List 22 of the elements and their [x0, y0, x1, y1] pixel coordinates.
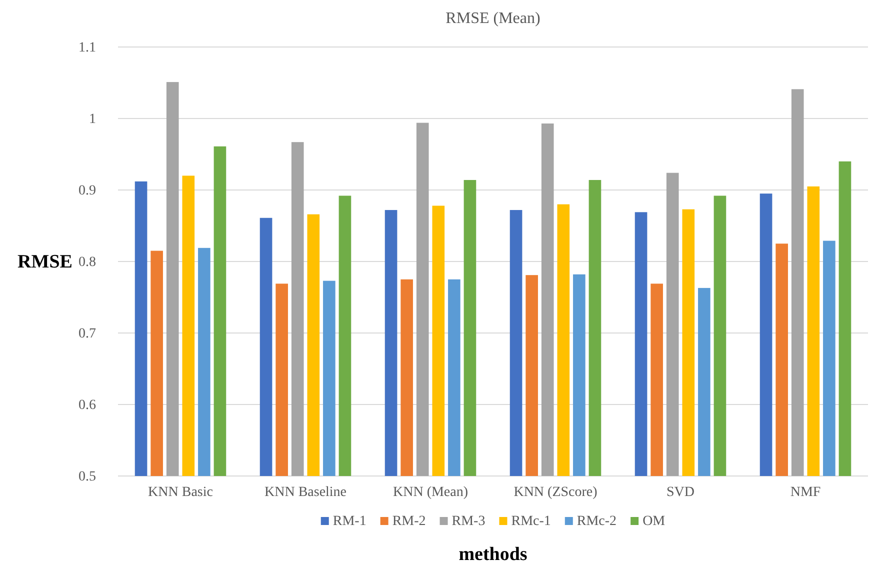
- x-tick-label: KNN Baseline: [264, 484, 347, 500]
- chart-title: RMSE (Mean): [446, 10, 540, 27]
- legend-label: RM-3: [452, 514, 486, 529]
- x-tick-label: SVD: [666, 484, 695, 500]
- legend-label: RM-1: [332, 514, 366, 529]
- x-tick-label: KNN (ZScore): [514, 484, 598, 500]
- x-axis-title: methods: [458, 544, 528, 565]
- y-tick-label: 0.7: [78, 326, 96, 342]
- y-tick-label: 0.6: [78, 398, 96, 413]
- y-axis-title: RMSE: [18, 252, 72, 272]
- legend-label: RMc-1: [511, 514, 551, 529]
- x-tick-label: KNN (Mean): [392, 484, 468, 500]
- legend-label: RMc-2: [576, 514, 617, 529]
- y-tick-label: 0.8: [78, 254, 96, 270]
- y-tick-label: 0.5: [78, 469, 96, 484]
- y-tick-label: 1.1: [78, 40, 96, 56]
- legend-label: OM: [642, 514, 666, 529]
- x-tick-label: NMF: [790, 484, 821, 500]
- x-tick-label: KNN Basic: [148, 484, 213, 500]
- y-tick-label: 0.9: [78, 183, 96, 198]
- legend-label: RM-2: [392, 514, 426, 529]
- y-tick-label: 1: [89, 112, 96, 127]
